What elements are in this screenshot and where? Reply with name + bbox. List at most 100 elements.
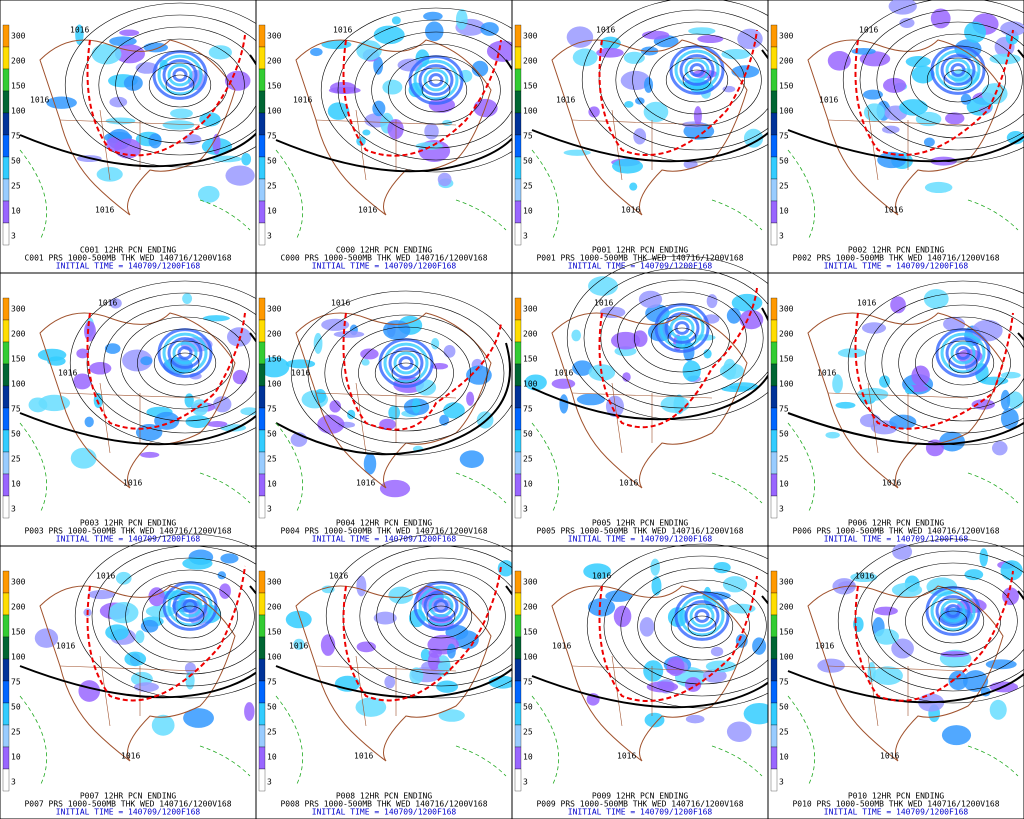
isobar — [905, 586, 1001, 656]
precip-area — [123, 75, 143, 91]
colorbar-swatch — [2, 702, 10, 726]
colorbar-swatch — [770, 614, 778, 638]
precip-area — [825, 431, 840, 439]
colorbar-label: 150 — [523, 628, 538, 637]
precip-area — [202, 315, 230, 322]
precip-area — [899, 99, 928, 116]
colorbar-label: 200 — [267, 330, 282, 339]
colorbar-label: 3 — [779, 778, 784, 787]
pressure-label: 1016 — [552, 642, 571, 651]
colorbar-label: 3 — [779, 232, 784, 241]
precip-area — [140, 356, 153, 366]
precip-area — [979, 376, 1009, 386]
precip-area — [588, 106, 600, 118]
precip-area — [162, 120, 195, 130]
colorbar-swatch — [2, 68, 10, 92]
pressure-label: 1016 — [354, 752, 373, 761]
colorbar-label: 100 — [779, 653, 794, 662]
colorbar-label: 100 — [267, 107, 282, 116]
precip-area — [731, 65, 760, 79]
precip-swirl — [408, 55, 464, 105]
precip-swirl — [925, 586, 981, 636]
borders — [571, 655, 713, 727]
precip-swirl — [383, 342, 429, 384]
isobar — [391, 362, 421, 384]
precip-swirl — [378, 338, 434, 388]
isobar — [115, 38, 245, 132]
colorbar-label: 25 — [267, 728, 277, 737]
isobar — [170, 352, 200, 374]
panel-line2: INITIAL TIME = 140709/1200F168 — [824, 535, 969, 544]
isobar — [910, 45, 1006, 115]
isobar — [898, 316, 1024, 410]
precip-area — [207, 420, 228, 428]
colorbar-swatch — [2, 178, 10, 202]
precip-area — [466, 391, 475, 406]
precip-area — [317, 414, 345, 434]
isobar — [388, 55, 484, 125]
colorbar-label: 200 — [779, 603, 794, 612]
pressure-label: 1016 — [619, 479, 638, 488]
precip-swirl — [157, 328, 213, 378]
precip-area — [105, 117, 136, 125]
colorbar-swatch — [770, 134, 778, 158]
panel-line1: P007 PRS 1000-500MB THK WED 140716/1200V… — [24, 800, 231, 809]
colorbar-label: 3 — [523, 778, 528, 787]
colorbar-label: 3 — [267, 232, 272, 241]
precip-area — [109, 298, 122, 309]
colorbar-swatch — [258, 702, 266, 726]
precip-area — [629, 182, 638, 191]
colorbar-swatch — [2, 680, 10, 704]
thickness-5100 — [275, 695, 507, 787]
colorbar-label: 75 — [11, 678, 21, 687]
borders — [827, 109, 969, 181]
colorbar-label: 300 — [11, 32, 26, 41]
precip-area — [850, 572, 878, 583]
precip-swirl — [930, 45, 986, 95]
pressure-label: 1016 — [855, 572, 874, 581]
colorbar-label: 150 — [779, 82, 794, 91]
precip-area — [321, 39, 352, 50]
panel-title: P006 12HR PCN ENDING — [848, 519, 945, 528]
colorbar-swatch — [514, 297, 522, 321]
precip-area — [685, 714, 705, 724]
precip-area — [883, 77, 907, 93]
isobar — [687, 615, 717, 637]
colorbar-swatch — [258, 363, 266, 387]
isobar — [650, 315, 714, 361]
pressure-label: 1016 — [596, 26, 615, 35]
coastline — [39, 585, 236, 762]
colorbar-swatch — [770, 658, 778, 682]
precip-swirl — [669, 45, 725, 95]
isobar — [915, 328, 1011, 398]
precip-area — [356, 40, 382, 61]
precip-area — [924, 181, 953, 194]
thickness-5700 — [342, 565, 502, 702]
colorbar-swatch — [770, 768, 778, 792]
colorbar-swatch — [258, 429, 266, 453]
precip-area — [226, 327, 252, 347]
thickness-5700 — [86, 312, 246, 430]
isobar — [132, 50, 228, 120]
colorbar-swatch — [258, 178, 266, 202]
colorbar-swatch — [2, 636, 10, 660]
precip-area — [439, 414, 450, 426]
colorbar-swatch — [2, 473, 10, 497]
colorbar-label: 100 — [11, 380, 26, 389]
precip-area — [989, 699, 1007, 720]
colorbar-label: 200 — [11, 330, 26, 339]
colorbar-swatch — [258, 200, 266, 224]
coastline — [39, 39, 236, 216]
colorbar-label: 50 — [523, 430, 533, 439]
precip-area — [244, 702, 255, 721]
colorbar-label: 25 — [523, 455, 533, 464]
precip-area — [424, 123, 439, 140]
precip-area — [874, 628, 899, 645]
colorbar-swatch — [514, 222, 522, 246]
thickness-5400 — [275, 342, 511, 456]
colorbar-label: 50 — [779, 703, 789, 712]
colorbar-swatch — [258, 156, 266, 180]
precip-area — [643, 660, 664, 682]
pressure-label: 1016 — [289, 642, 308, 651]
colorbar-label: 100 — [267, 380, 282, 389]
